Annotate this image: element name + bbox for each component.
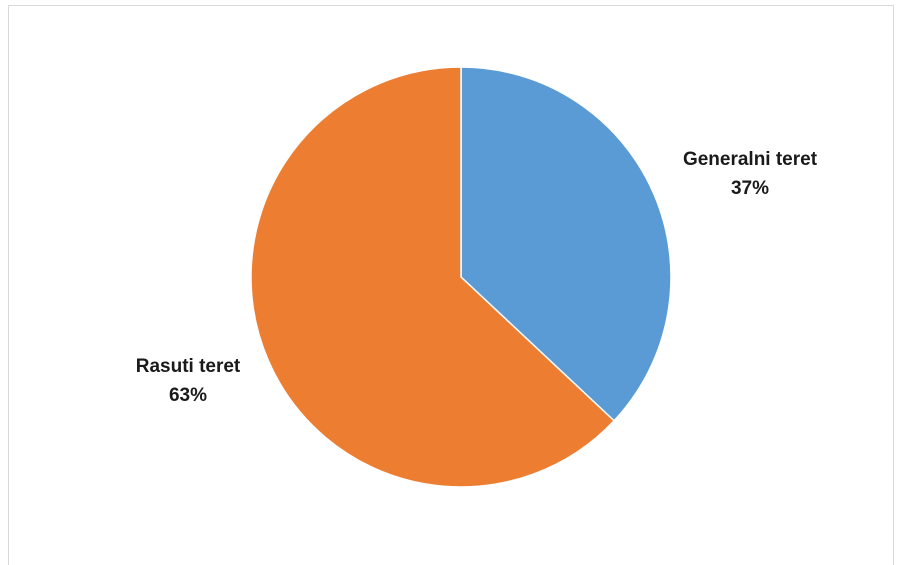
pie-slices [250,66,672,488]
pie-slice-generalni-teret [460,66,672,422]
slice-label-rasuti-teret: Rasuti teret [136,356,241,377]
slice-value-rasuti-teret: 63% [169,385,207,406]
pie-chart: Generalni teret 37% Rasuti teret 63% [136,66,818,488]
slice-value-generalni-teret: 37% [731,178,769,199]
slice-label-generalni-teret: Generalni teret [683,149,818,170]
pie-labels: Generalni teret 37% Rasuti teret 63% [136,149,818,406]
pie-slice-rasuti-teret [250,66,616,488]
